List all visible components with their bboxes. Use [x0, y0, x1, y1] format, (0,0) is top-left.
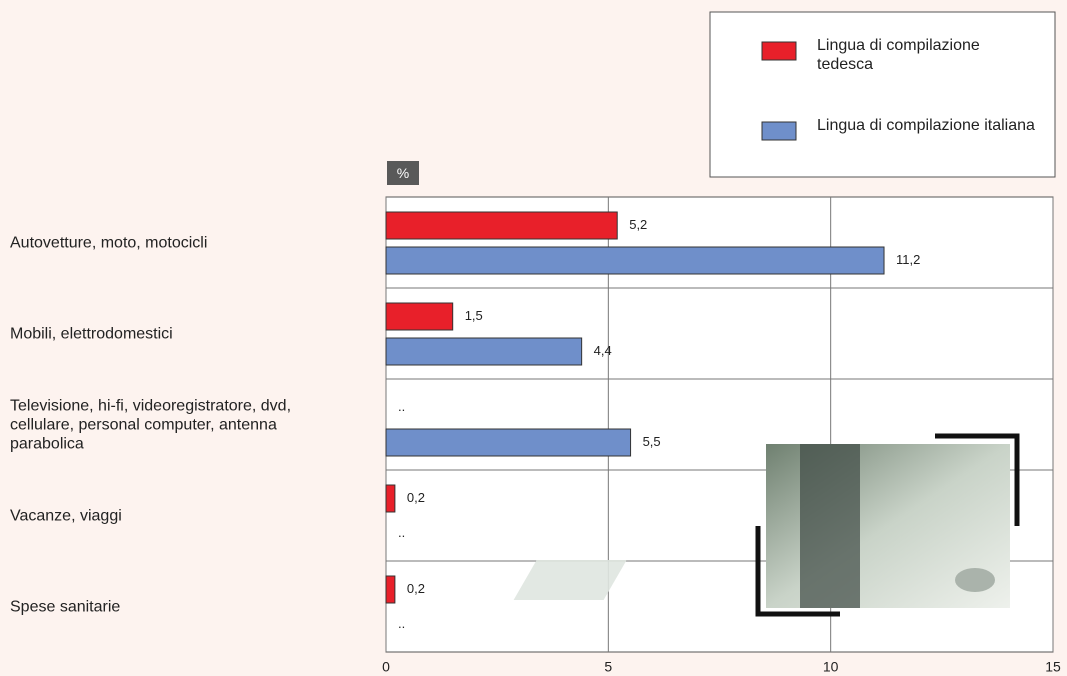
legend-swatch — [762, 122, 796, 140]
mouse — [955, 568, 995, 592]
value-label: 4,4 — [594, 343, 612, 358]
value-label: 0,2 — [407, 581, 425, 596]
unit-label: % — [387, 161, 419, 185]
category-label: Spese sanitarie — [10, 597, 340, 616]
x-tick-label: 0 — [382, 659, 390, 675]
value-label: .. — [398, 399, 405, 414]
value-label: 0,2 — [407, 490, 425, 505]
bar — [386, 303, 453, 330]
x-tick-label: 10 — [823, 659, 839, 675]
bar — [386, 247, 884, 274]
legend-label: Lingua di compilazione tedesca — [817, 36, 1037, 74]
value-label: 1,5 — [465, 308, 483, 323]
legend-swatch — [762, 42, 796, 60]
category-label: Mobili, elettrodomestici — [10, 324, 340, 343]
value-label: 11,2 — [896, 252, 920, 267]
bar — [386, 338, 582, 365]
value-label: .. — [398, 616, 405, 631]
category-label: Vacanze, viaggi — [10, 506, 340, 525]
value-label: 5,5 — [643, 434, 661, 449]
category-label: Autovetture, moto, motocicli — [10, 233, 340, 252]
x-tick-label: 5 — [604, 659, 612, 675]
bar — [386, 576, 395, 603]
monitor — [800, 444, 860, 608]
bar — [386, 429, 631, 456]
bar — [386, 485, 395, 512]
x-tick-label: 15 — [1045, 659, 1061, 675]
value-label: .. — [398, 525, 405, 540]
legend-label: Lingua di compilazione italiana — [817, 116, 1037, 135]
page: 0 5 10 15 5,2 11,2 1,5 4,4.. 5,5 0,2.. 0,2.. % Aut… — [0, 0, 1067, 676]
bar — [386, 212, 617, 239]
category-label: Televisione, hi-fi, videoregistratore, d… — [10, 396, 340, 453]
value-label: 5,2 — [629, 217, 647, 232]
